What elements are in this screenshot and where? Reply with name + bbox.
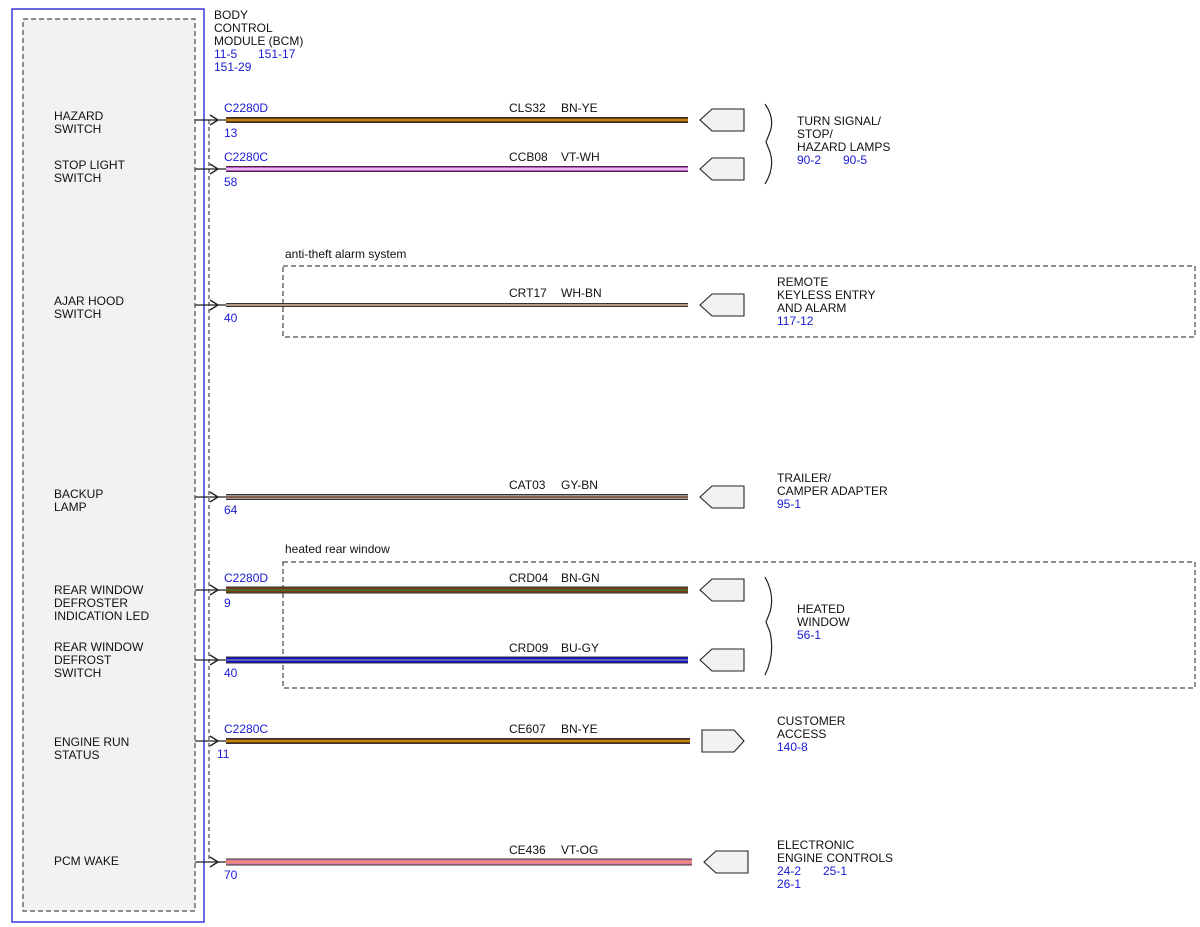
module-title: BODY CONTROL MODULE (BCM) <box>214 8 303 48</box>
destination-ref[interactable]: 95-1 <box>777 497 801 511</box>
turn-signal-brace <box>764 103 773 185</box>
connector-icon <box>703 850 749 874</box>
heated-rear-option-label: heated rear window <box>285 542 390 556</box>
wire-arrow-icon <box>209 856 220 868</box>
bcm-module-outline <box>11 8 205 923</box>
wire-tracer <box>226 740 690 742</box>
wire-arrow-icon <box>209 163 220 175</box>
anti-theft-option-label: anti-theft alarm system <box>285 247 406 261</box>
switch-label-engine-run: ENGINE RUN STATUS <box>54 735 133 762</box>
connector-plug-icon <box>701 729 745 753</box>
wire-arrow-icon <box>209 735 220 747</box>
destination-ref[interactable]: 56-1 <box>797 628 821 642</box>
bcm-module-internal <box>22 18 196 912</box>
color-code-label: VT-WH <box>561 150 600 164</box>
destination-ref[interactable]: 117-12 <box>777 314 814 328</box>
pin-number: 70 <box>224 868 238 882</box>
switch-label-defrost-switch: REAR WINDOW DEFROST SWITCH <box>54 640 147 680</box>
anti-theft-option-box <box>282 265 1196 338</box>
pin-number: 40 <box>224 666 238 680</box>
destination-ref[interactable]: 140-8 <box>777 740 808 754</box>
circuit-label: CAT03 <box>509 478 546 492</box>
wire-tracer <box>226 119 688 121</box>
switch-label-stoplight: STOP LIGHT SWITCH <box>54 158 128 185</box>
connector-icon <box>699 485 745 509</box>
destination-ref[interactable]: 25-1 <box>823 864 847 878</box>
circuit-label: CRD09 <box>509 641 549 655</box>
destination-ref[interactable]: 90-5 <box>843 153 867 167</box>
color-code-label: BU-GY <box>561 641 599 655</box>
color-code-label: BN-YE <box>561 101 598 115</box>
heated-rear-option-box <box>282 561 1196 689</box>
circuit-label: CRD04 <box>509 571 549 585</box>
connector-label[interactable]: C2280D <box>224 571 268 585</box>
pin-number: 40 <box>224 311 238 325</box>
destination-remote-keyless: REMOTE KEYLESS ENTRY AND ALARM <box>777 275 879 315</box>
module-ref[interactable]: 11-5 <box>214 47 237 61</box>
pin-number: 13 <box>224 126 238 140</box>
module-ref[interactable]: 151-29 <box>214 60 252 74</box>
wire-tracer <box>226 304 688 306</box>
connector-icon <box>699 648 745 672</box>
destination-heated-window: HEATED WINDOW <box>797 602 850 629</box>
connector-icon <box>699 293 745 317</box>
destination-customer-access: CUSTOMER ACCESS <box>777 714 849 741</box>
color-code-label: GY-BN <box>561 478 598 492</box>
heated-window-brace <box>764 576 773 676</box>
connector-label[interactable]: C2280C <box>224 150 268 164</box>
wire-arrow-icon <box>209 299 220 311</box>
wire-arrow-icon <box>209 654 220 666</box>
switch-label-hazard: HAZARD SWITCH <box>54 109 107 136</box>
destination-ref[interactable]: 26-1 <box>777 877 801 891</box>
connector-label[interactable]: C2280C <box>224 722 268 736</box>
wire-arrow-icon <box>209 584 220 596</box>
switch-label-pcm-wake: PCM WAKE <box>54 854 119 868</box>
destination-electronic-engine: ELECTRONIC ENGINE CONTROLS <box>777 838 893 865</box>
pin-number: 64 <box>224 503 238 517</box>
color-code-label: BN-GN <box>561 571 600 585</box>
wire-arrow-icon <box>209 114 220 126</box>
connector-icon <box>699 108 745 132</box>
wire-tracer <box>226 589 688 591</box>
connector-icon <box>699 157 745 181</box>
wire-tracer <box>226 168 688 170</box>
wire-arrow-icon <box>209 491 220 503</box>
destination-turn-signal: TURN SIGNAL/ STOP/ HAZARD LAMPS <box>797 114 890 154</box>
color-code-label: VT-OG <box>561 843 598 857</box>
wire-tracer <box>226 496 688 498</box>
wire-tracer <box>226 861 692 863</box>
connector-label[interactable]: C2280D <box>224 101 268 115</box>
destination-trailer: TRAILER/ CAMPER ADAPTER <box>777 471 888 498</box>
pin-number: 9 <box>224 596 231 610</box>
switch-label-ajarhood: AJAR HOOD SWITCH <box>54 294 127 321</box>
color-code-label: BN-YE <box>561 722 598 736</box>
circuit-label: CLS32 <box>509 101 546 115</box>
module-ref[interactable]: 151-17 <box>258 47 296 61</box>
switch-label-backup: BACKUP LAMP <box>54 487 106 514</box>
pin-number: 58 <box>224 175 238 189</box>
circuit-label: CE607 <box>509 722 546 736</box>
circuit-label: CRT17 <box>509 286 547 300</box>
destination-ref[interactable]: 90-2 <box>797 153 821 167</box>
pin-number: 11 <box>217 747 230 761</box>
circuit-label: CCB08 <box>509 150 548 164</box>
wire-tracer <box>226 659 688 661</box>
switch-label-defroster-led: REAR WINDOW DEFROSTER INDICATION LED <box>54 583 149 623</box>
circuit-label: CE436 <box>509 843 546 857</box>
destination-ref[interactable]: 24-2 <box>777 864 801 878</box>
color-code-label: WH-BN <box>561 286 602 300</box>
connector-icon <box>699 578 745 602</box>
